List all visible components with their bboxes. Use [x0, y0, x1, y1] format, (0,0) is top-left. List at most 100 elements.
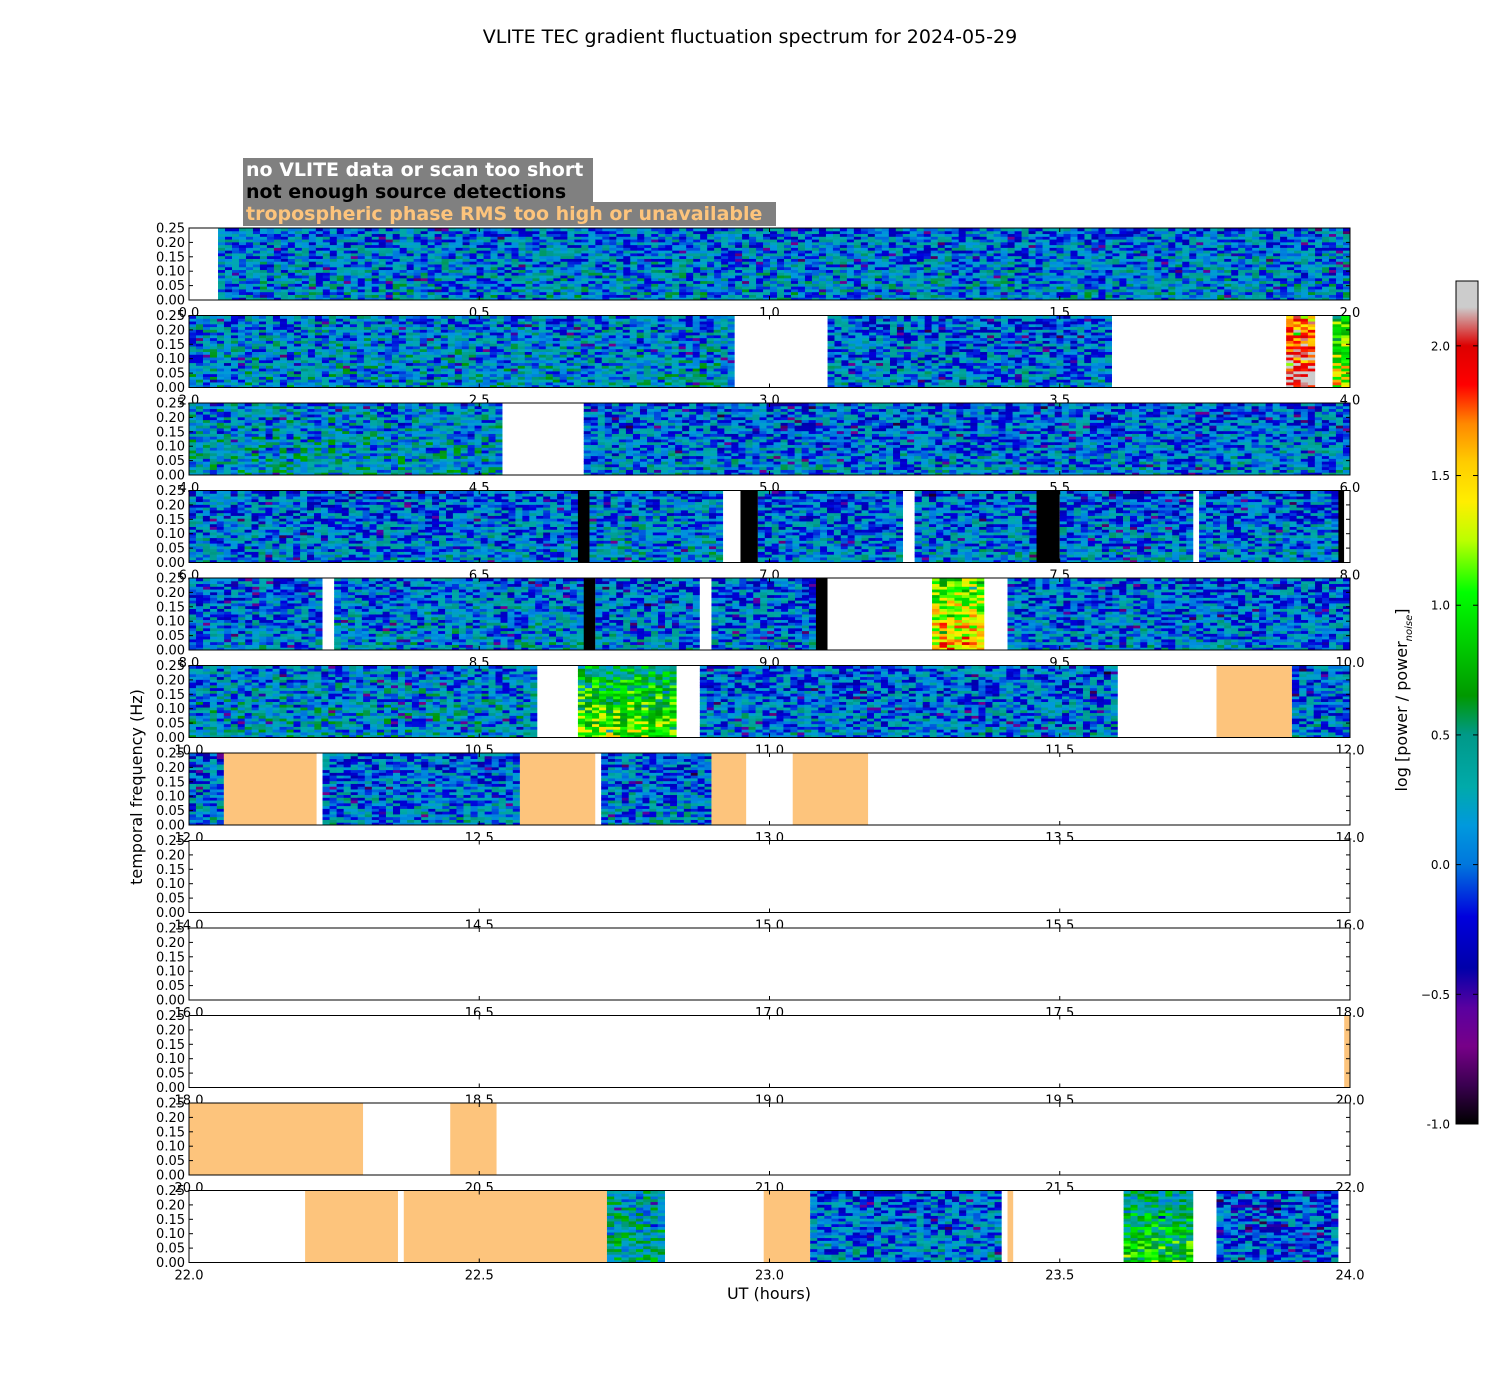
- spectrum-cell: [1084, 239, 1092, 243]
- spectrum-cell: [1154, 291, 1162, 295]
- spectrum-cell: [595, 230, 603, 235]
- spectrum-cell: [895, 252, 904, 257]
- spectrum-cell: [881, 286, 890, 290]
- spectrum-cell: [770, 266, 778, 271]
- spectrum-cell: [455, 294, 464, 298]
- spectrum-cell: [1007, 269, 1016, 273]
- spectrum-cell: [902, 241, 911, 246]
- spectrum-cell: [1133, 297, 1141, 301]
- spectrum-cell: [860, 228, 869, 232]
- spectrum-cell: [797, 264, 806, 268]
- spectrum-cell: [986, 252, 995, 257]
- spectrum-cell: [651, 280, 659, 284]
- spectrum-cell: [553, 272, 561, 276]
- spectrum-cell: [777, 283, 785, 287]
- spectrum-cell: [930, 258, 939, 262]
- spectrum-cell: [1014, 283, 1023, 287]
- spectrum-cell: [937, 239, 946, 243]
- spectrum-cell: [259, 286, 268, 290]
- spectrum-cell: [490, 233, 499, 237]
- spectrum-cell: [749, 230, 757, 235]
- spectrum-cell: [791, 230, 799, 235]
- spectrum-cell: [455, 291, 464, 295]
- spectrum-cell: [280, 272, 289, 276]
- spectrum-cell: [1077, 264, 1085, 268]
- spectrum-cell: [609, 241, 617, 246]
- spectrum-cell: [735, 258, 743, 262]
- spectrum-cell: [986, 250, 995, 254]
- spectrum-cell: [399, 286, 408, 290]
- spectrum-cell: [1126, 275, 1134, 279]
- spectrum-cell: [1028, 264, 1037, 268]
- spectrum-cell: [874, 280, 883, 284]
- spectrum-cell: [916, 228, 925, 232]
- spectrum-cell: [818, 255, 827, 259]
- spectrum-cell: [937, 230, 946, 235]
- spectrum-cell: [1147, 269, 1155, 273]
- spectrum-cell: [357, 241, 366, 246]
- spectrum-cell: [658, 261, 666, 265]
- spectrum-cell: [266, 255, 275, 259]
- spectrum-cell: [427, 230, 436, 235]
- spectrum-cell: [1105, 228, 1113, 232]
- spectrum-cell: [602, 250, 610, 254]
- spectrum-cell: [546, 269, 554, 273]
- spectrum-cell: [539, 266, 547, 271]
- spectrum-cell: [1056, 297, 1065, 301]
- spectrum-cell: [665, 233, 673, 237]
- spectrum-cell: [462, 236, 471, 240]
- spectrum-cell: [658, 294, 666, 298]
- spectrum-cell: [252, 275, 261, 279]
- spectrum-cell: [979, 264, 988, 268]
- spectrum-cell: [623, 250, 631, 254]
- spectrum-cell: [225, 241, 233, 246]
- spectrum-cell: [1140, 239, 1148, 243]
- spectrum-cell: [867, 239, 876, 243]
- spectrum-cell: [560, 272, 568, 276]
- spectrum-cell: [1070, 280, 1078, 284]
- spectrum-cell: [909, 294, 918, 298]
- spectrum-cell: [1007, 236, 1016, 240]
- spectrum-cell: [735, 280, 743, 284]
- spectrum-cell: [532, 275, 540, 279]
- spectrum-cell: [651, 277, 659, 282]
- spectrum-cell: [343, 255, 352, 259]
- spectrum-cell: [225, 275, 233, 279]
- spectrum-cell: [280, 283, 289, 287]
- spectrum-cell: [665, 244, 673, 248]
- spectrum-cell: [238, 255, 247, 259]
- spectrum-cell: [1014, 252, 1023, 257]
- spectrum-cell: [979, 244, 988, 248]
- spectrum-cell: [399, 239, 408, 243]
- spectrum-cell: [1042, 252, 1051, 257]
- spectrum-cell: [777, 269, 785, 273]
- spectrum-cell: [378, 230, 387, 235]
- spectrum-cell: [644, 294, 652, 298]
- spectrum-cell: [686, 297, 694, 301]
- spectrum-cell: [923, 252, 932, 257]
- spectrum-cell: [972, 247, 981, 251]
- spectrum-cell: [441, 286, 450, 290]
- spectrum-cell: [343, 272, 352, 276]
- spectrum-cell: [916, 244, 925, 248]
- spectrum-cell: [791, 250, 799, 254]
- spectrum-cell: [1077, 247, 1085, 251]
- spectrum-cell: [686, 283, 694, 287]
- spectrum-cell: [392, 275, 401, 279]
- spectrum-cell: [839, 255, 848, 259]
- spectrum-cell: [784, 258, 792, 262]
- spectrum-cell: [1119, 241, 1127, 246]
- spectrum-cell: [1070, 283, 1078, 287]
- spectrum-cell: [616, 272, 624, 276]
- spectrum-cell: [888, 228, 897, 232]
- spectrum-cell: [581, 258, 589, 262]
- spectrum-cell: [791, 239, 799, 243]
- spectrum-cell: [777, 239, 785, 243]
- spectrum-cell: [315, 277, 324, 282]
- spectrum-cell: [860, 233, 869, 237]
- spectrum-cell: [315, 272, 324, 276]
- spectrum-cell: [693, 258, 701, 262]
- spectrum-cell: [399, 291, 408, 295]
- spectrum-cell: [378, 275, 387, 279]
- spectrum-cell: [707, 239, 715, 243]
